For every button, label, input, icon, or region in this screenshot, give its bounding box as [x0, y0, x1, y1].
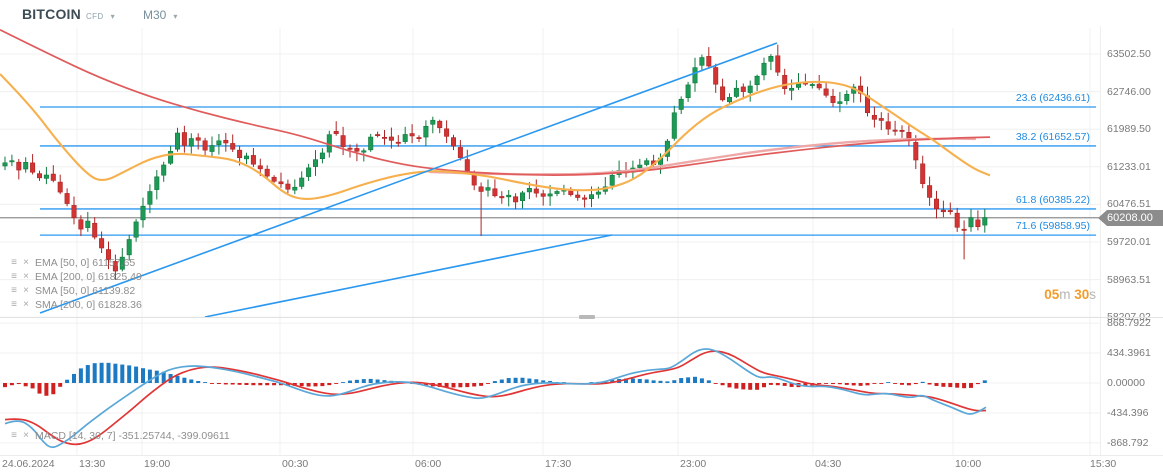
indicator-remove-icon[interactable]: ×: [23, 299, 29, 310]
indicator-settings-icon[interactable]: ≡: [11, 271, 17, 282]
symbol-selector[interactable]: BITCOIN CFD ▾: [22, 6, 115, 22]
price-axis-label: 60476.51: [1107, 198, 1151, 211]
price-axis-label: 63502.50: [1107, 48, 1151, 60]
indicator-settings-icon[interactable]: ≡: [11, 299, 17, 310]
chevron-down-icon: ▾: [110, 12, 115, 21]
macd-axis-label: -434.396: [1107, 406, 1149, 419]
indicator-legend: ≡ × EMA [50, 0] 61157.65 ≡ × EMA [200, 0] 618…: [8, 256, 142, 312]
current-price-badge: 60208.00: [1098, 210, 1163, 226]
time-axis-label: 10:00: [955, 458, 982, 470]
macd-legend-row: ≡ × MACD [14, 30, 7] -351.25744, -399.09…: [8, 430, 230, 442]
macd-axis-label: 434.3961: [1107, 347, 1151, 360]
timer-minutes: 05: [1044, 287, 1060, 302]
time-axis-label: 15:30: [1090, 458, 1117, 470]
indicator-settings-icon[interactable]: ≡: [11, 430, 17, 441]
price-axis-separator: [1100, 26, 1101, 455]
fib-level-label[interactable]: 61.8 (60385.22): [1015, 193, 1090, 206]
indicator-legend-row: ≡ × EMA [50, 0] 61157.65: [8, 256, 142, 270]
indicator-remove-icon[interactable]: ×: [23, 285, 29, 296]
time-axis-label: 00:30: [282, 458, 309, 470]
indicator-remove-icon[interactable]: ×: [23, 257, 29, 268]
timeframe-label: M30: [143, 8, 167, 22]
fib-level-label[interactable]: 38.2 (61652.57): [1015, 130, 1090, 143]
indicator-legend-label: SMA [200, 0] 61828.36: [35, 299, 142, 311]
instrument-type-badge: CFD: [85, 12, 104, 21]
timer-minutes-unit: m: [1059, 287, 1075, 302]
symbol-name: BITCOIN: [22, 6, 81, 22]
indicator-settings-icon[interactable]: ≡: [11, 257, 17, 268]
price-axis-label: 58963.51: [1107, 273, 1151, 286]
time-axis-label: 13:30: [79, 458, 106, 470]
fib-level-label[interactable]: 23.6 (62436.61): [1015, 91, 1090, 104]
time-axis-label: 04:30: [815, 458, 842, 470]
time-axis-label: 23:00: [680, 458, 707, 470]
time-axis-label: 17:30: [545, 458, 572, 470]
time-axis-label: 06:00: [415, 458, 442, 470]
timeframe-selector[interactable]: M30 ▾: [143, 8, 177, 22]
timer-seconds-unit: s: [1089, 287, 1096, 302]
indicator-legend-label: SMA [50, 0] 61139.82: [35, 285, 136, 297]
candle-countdown-timer: 05m 30s: [1020, 287, 1096, 302]
indicator-legend-row: ≡ × EMA [200, 0] 61825.49: [8, 270, 142, 284]
time-axis-label: 24.06.2024: [2, 458, 55, 470]
time-axis-separator: [0, 455, 1163, 456]
indicator-legend-row: ≡ × SMA [200, 0] 61828.36: [8, 298, 142, 312]
chevron-down-icon: ▾: [173, 12, 178, 21]
indicator-legend-row: ≡ × SMA [50, 0] 61139.82: [8, 284, 142, 298]
price-axis-label: 61989.50: [1107, 123, 1151, 136]
indicator-legend-label: EMA [50, 0] 61157.65: [35, 257, 136, 269]
macd-axis-label: 868.7922: [1107, 317, 1151, 330]
indicator-settings-icon[interactable]: ≡: [11, 285, 17, 296]
fib-level-label[interactable]: 71.6 (59858.95): [1015, 220, 1090, 233]
chart-header: BITCOIN CFD ▾ M30 ▾: [0, 0, 1163, 26]
indicator-legend-label: EMA [200, 0] 61825.49: [35, 271, 142, 283]
timer-seconds: 30: [1074, 287, 1090, 302]
macd-axis-label: 0.00000: [1107, 377, 1145, 389]
time-axis-label: 19:00: [144, 458, 171, 470]
indicator-remove-icon[interactable]: ×: [23, 271, 29, 282]
price-axis-label: 62746.00: [1107, 85, 1151, 98]
price-axis-label: 61233.01: [1107, 160, 1151, 173]
indicator-remove-icon[interactable]: ×: [23, 430, 29, 441]
macd-legend-label: MACD [14, 30, 7] -351.25744, -399.09611: [35, 430, 230, 442]
panel-divider-handle[interactable]: [579, 315, 595, 319]
macd-axis-label: -868.792: [1107, 436, 1149, 449]
price-axis-label: 59720.01: [1107, 235, 1151, 248]
